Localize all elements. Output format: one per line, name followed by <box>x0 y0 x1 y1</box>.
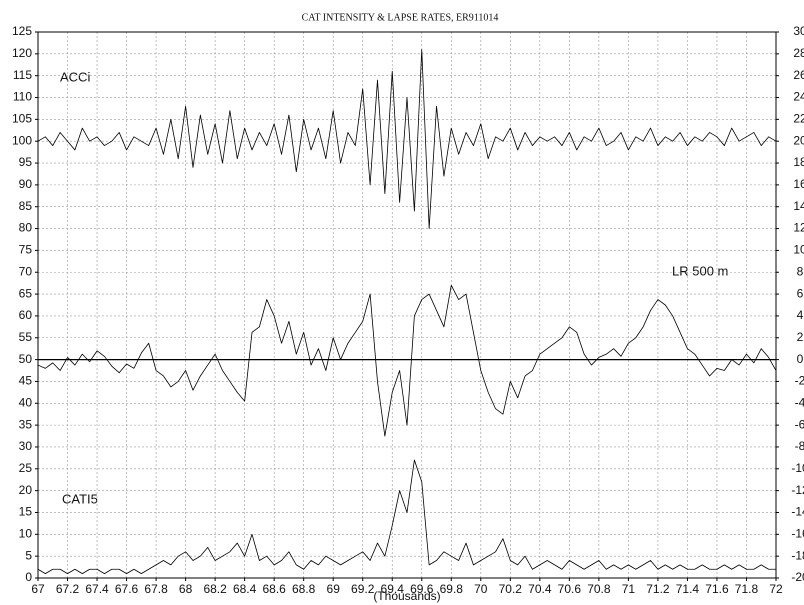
x-tick-label: 71.8 <box>735 582 759 596</box>
x-tick-label: 69.6 <box>410 582 434 596</box>
y2-tick-label: -12 <box>791 483 804 497</box>
x-tick-label: 71.4 <box>676 582 700 596</box>
y2-tick-label: 8 <box>797 264 804 278</box>
x-tick-label: 71.6 <box>705 582 729 596</box>
x-tick-label: 72 <box>769 582 783 596</box>
x-tick-label: 68.6 <box>262 582 286 596</box>
annotation: CATI5 <box>62 491 98 506</box>
x-tick-label: 67.2 <box>56 582 80 596</box>
y-tick-label: 120 <box>12 46 32 60</box>
x-tick-label: 67 <box>31 582 45 596</box>
y-tick-label: 30 <box>19 439 33 453</box>
y2-tick-label: 14 <box>793 199 804 213</box>
y-tick-label: 65 <box>19 286 33 300</box>
x-tick-label: 68.4 <box>233 582 257 596</box>
annotation: LR 500 m <box>672 263 728 278</box>
y-tick-label: 110 <box>13 90 32 104</box>
y2-tick-label: 6 <box>797 286 804 300</box>
y-tick-label: 105 <box>12 112 32 126</box>
x-tick-label: 70.8 <box>587 582 611 596</box>
y2-tick-label: -14 <box>791 505 804 519</box>
y-tick-label: 25 <box>19 461 33 475</box>
y2-tick-label: 12 <box>793 221 804 235</box>
y-tick-label: 5 <box>25 548 32 562</box>
x-tick-label: 70.6 <box>558 582 582 596</box>
y-tick-label: 35 <box>19 417 33 431</box>
y-tick-label: 55 <box>19 330 33 344</box>
y2-tick-label: 0 <box>797 352 804 366</box>
y2-tick-label: -16 <box>791 526 804 540</box>
x-axis-label: (Thousands) <box>373 589 440 603</box>
x-tick-label: 70.4 <box>528 582 552 596</box>
x-tick-label: 71 <box>622 582 636 596</box>
y2-tick-label: 24 <box>793 90 804 104</box>
y2-tick-label: -10 <box>791 461 804 475</box>
y-tick-label: 45 <box>19 374 33 388</box>
x-tick-label: 70 <box>474 582 488 596</box>
x-tick-label: 69 <box>327 582 341 596</box>
y2-tick-label: 2 <box>797 330 804 344</box>
y2-tick-label: 4 <box>797 308 804 322</box>
y-tick-label: 80 <box>19 221 33 235</box>
y2-tick-label: 28 <box>793 46 804 60</box>
y2-tick-label: 22 <box>793 112 804 126</box>
x-tick-label: 69.8 <box>440 582 464 596</box>
y-tick-label: 85 <box>19 199 33 213</box>
y-tick-label: 60 <box>19 308 33 322</box>
x-tick-label: 69.2 <box>351 582 375 596</box>
y2-tick-label: 30 <box>793 24 804 38</box>
x-tick-label: 67.8 <box>144 582 168 596</box>
y2-tick-label: -6 <box>795 417 804 431</box>
y2-tick-label: 18 <box>793 155 804 169</box>
y-tick-label: 50 <box>19 352 33 366</box>
y-tick-label: 40 <box>19 395 33 409</box>
y-tick-label: 10 <box>19 526 33 540</box>
y-tick-label: 100 <box>12 133 32 147</box>
y-tick-label: 70 <box>19 264 33 278</box>
y2-tick-label: 26 <box>793 68 804 82</box>
x-tick-label: 67.6 <box>115 582 139 596</box>
y-tick-label: 20 <box>19 483 33 497</box>
x-tick-label: 69.4 <box>381 582 405 596</box>
series-line <box>37 284 777 437</box>
y-tick-label: 0 <box>25 570 32 584</box>
y2-tick-label: -4 <box>795 395 804 409</box>
y2-tick-label: 16 <box>793 177 804 191</box>
x-tick-label: 67.4 <box>85 582 109 596</box>
y2-tick-label: -2 <box>795 374 804 388</box>
annotation: ACCi <box>60 69 90 84</box>
y2-tick-label: -18 <box>791 548 804 562</box>
y2-tick-label: 10 <box>793 243 804 257</box>
chart-title: CAT INTENSITY & LAPSE RATES, ER911014 <box>302 12 499 23</box>
x-tick-label: 68.8 <box>292 582 316 596</box>
y-tick-label: 75 <box>19 243 33 257</box>
y2-tick-label: -20 <box>791 570 804 584</box>
y-tick-label: 95 <box>19 155 33 169</box>
y-tick-label: 15 <box>19 505 33 519</box>
x-tick-label: 68.2 <box>203 582 227 596</box>
x-tick-label: 70.2 <box>499 582 523 596</box>
series-line <box>37 459 776 575</box>
x-tick-label: 71.2 <box>646 582 670 596</box>
y2-tick-label: -8 <box>795 439 804 453</box>
y2-tick-label: 20 <box>793 133 804 147</box>
plot-frame <box>37 31 777 579</box>
y-tick-label: 90 <box>19 177 33 191</box>
series-line <box>37 49 777 229</box>
y-tick-label: 115 <box>13 68 32 82</box>
x-tick-label: 68 <box>179 582 193 596</box>
y-tick-label: 125 <box>12 24 32 38</box>
